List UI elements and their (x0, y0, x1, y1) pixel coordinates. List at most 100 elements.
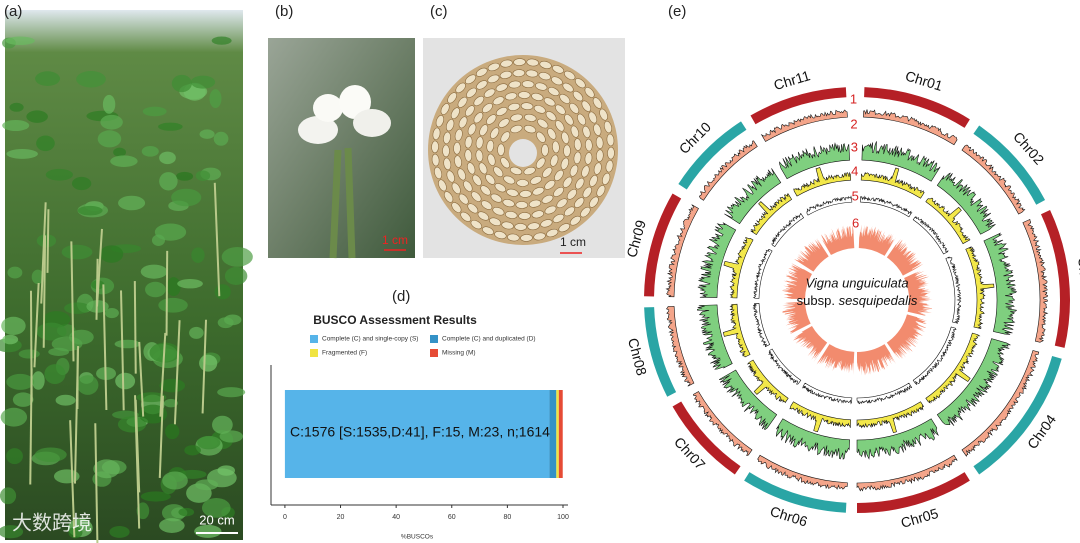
seed (547, 87, 560, 97)
center-text: sesquipedalis (839, 293, 918, 308)
leaf (104, 308, 119, 319)
seed (584, 87, 595, 98)
seed (497, 143, 505, 157)
seed (570, 125, 580, 138)
track (806, 195, 853, 216)
seed (465, 74, 477, 85)
seed (577, 113, 586, 126)
seed (434, 166, 443, 180)
seed (582, 125, 591, 139)
seed (467, 203, 479, 214)
legend-swatch (310, 349, 318, 357)
seed (531, 210, 545, 219)
seed (510, 113, 523, 122)
track (886, 238, 924, 276)
seed (443, 131, 451, 145)
leaf (201, 498, 231, 518)
pod (138, 341, 145, 417)
chromosome-arc (678, 121, 747, 190)
track (781, 263, 812, 300)
track (724, 168, 782, 225)
leaf (159, 518, 185, 533)
seed (471, 191, 482, 202)
seed (580, 206, 591, 218)
seed (527, 222, 540, 231)
leaf (71, 176, 92, 191)
leaf (31, 371, 45, 390)
seed (595, 136, 604, 149)
seed (563, 206, 576, 217)
seed (475, 149, 484, 163)
leaf (217, 317, 234, 329)
leaf (224, 266, 248, 285)
seed (520, 234, 533, 242)
seed (584, 138, 593, 152)
track (886, 314, 928, 360)
seed (589, 196, 599, 208)
seed (545, 111, 557, 122)
seed (555, 104, 566, 115)
center-text: Vigna unguiculata (805, 275, 908, 290)
pod (40, 202, 47, 304)
pod (133, 281, 137, 374)
seed (546, 228, 559, 238)
track (857, 344, 896, 376)
seed (603, 120, 612, 134)
seed (458, 116, 468, 129)
seed (544, 205, 557, 215)
bar-segment (549, 390, 557, 478)
seed (486, 114, 497, 125)
seed (520, 102, 534, 111)
seed (460, 211, 472, 222)
seed (519, 190, 532, 198)
leaf (166, 277, 181, 297)
chromosome-label: Chr05 (899, 505, 940, 531)
leaf (214, 284, 231, 300)
track (775, 418, 850, 460)
chromosome-arc (644, 307, 677, 397)
leaf (165, 423, 180, 440)
seed (526, 58, 539, 67)
seed (518, 212, 531, 220)
leaf (34, 447, 67, 463)
track (794, 237, 829, 272)
seed (561, 131, 570, 144)
leaf (6, 448, 23, 465)
leaf (77, 205, 103, 216)
track (752, 303, 771, 348)
seed (492, 96, 505, 106)
seed (542, 167, 553, 178)
seed (435, 115, 445, 128)
seed (535, 82, 548, 91)
track (961, 144, 1026, 215)
seed (562, 82, 574, 93)
track (858, 224, 897, 256)
seed (432, 127, 441, 141)
seed (494, 183, 507, 193)
seed (605, 159, 614, 173)
leaf (36, 135, 55, 152)
chromosome-arc (973, 125, 1046, 205)
seed (584, 152, 593, 165)
panel-label: (c) (430, 3, 448, 20)
seed (464, 149, 473, 162)
pod (165, 250, 169, 336)
seed (533, 232, 546, 241)
track (771, 212, 805, 248)
seed (596, 185, 606, 197)
seed (574, 197, 585, 208)
leaf (12, 392, 34, 407)
legend-label: Missing (M) (442, 350, 476, 357)
leaf (136, 502, 150, 520)
leaf (61, 244, 93, 260)
chromosome-arc (1040, 209, 1070, 348)
seed (601, 172, 611, 185)
seed (494, 231, 507, 240)
pod (158, 395, 164, 478)
photo-seeds (423, 38, 625, 258)
track (861, 141, 941, 182)
bar-segment (284, 390, 550, 478)
seed (445, 119, 455, 132)
seed (564, 114, 574, 126)
leaf (7, 266, 23, 279)
